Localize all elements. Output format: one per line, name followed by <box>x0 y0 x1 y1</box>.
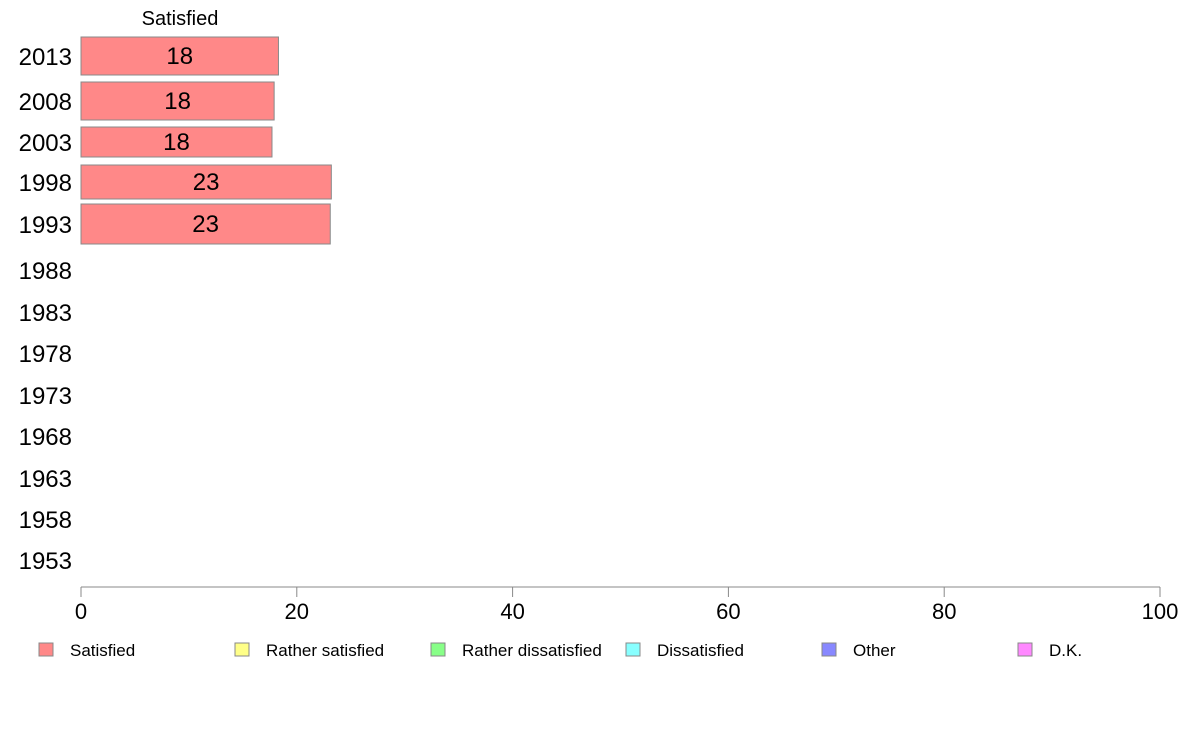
legend-label-rather-satisfied: Rather satisfied <box>266 641 384 660</box>
category-label-2013: 2013 <box>19 44 72 71</box>
category-label-1983: 1983 <box>19 300 72 327</box>
data-label-2003: 18 <box>163 129 190 156</box>
data-label-2013: 18 <box>166 43 193 70</box>
data-label-1993: 23 <box>192 211 219 238</box>
category-label-2003: 2003 <box>19 130 72 157</box>
data-label-2008: 18 <box>164 88 191 115</box>
legend-label-d-k-: D.K. <box>1049 641 1082 660</box>
bar-satisfied-2013 <box>80 36 279 76</box>
x-tick-label-80: 80 <box>932 599 956 624</box>
legend-swatch-dissatisfied <box>625 642 641 657</box>
category-label-1958: 1958 <box>19 507 72 534</box>
legend-swatch-other <box>821 642 837 657</box>
legend-swatch-satisfied <box>38 642 54 657</box>
x-tick-label-100: 100 <box>1142 599 1179 624</box>
series-header: Satisfied <box>142 8 219 30</box>
x-tick-label-60: 60 <box>716 599 740 624</box>
legend-label-rather-dissatisfied: Rather dissatisfied <box>462 641 602 660</box>
bar-satisfied-1998 <box>80 164 332 200</box>
bar-satisfied-2003 <box>80 126 273 158</box>
legend-swatch-d-k- <box>1017 642 1033 657</box>
x-tick-label-40: 40 <box>500 599 524 624</box>
bar-satisfied-1993 <box>80 203 331 245</box>
x-axis: 0 20 40 60 80 100 <box>75 586 1179 624</box>
category-label-1968: 1968 <box>19 424 72 451</box>
category-label-1993: 1993 <box>19 212 72 239</box>
data-label-1998: 23 <box>193 169 220 196</box>
category-label-1963: 1963 <box>19 466 72 493</box>
legend-swatch-rather-satisfied <box>234 642 250 657</box>
legend: Satisfied Rather satisfied Rather dissatis… <box>38 641 1082 660</box>
category-label-1988: 1988 <box>19 258 72 285</box>
category-label-1973: 1973 <box>19 383 72 410</box>
category-label-1978: 1978 <box>19 341 72 368</box>
category-label-1953: 1953 <box>19 548 72 575</box>
x-tick-label-20: 20 <box>285 599 309 624</box>
x-tick-label-0: 0 <box>75 599 87 624</box>
category-label-1998: 1998 <box>19 170 72 197</box>
category-labels: 2013 2008 2003 1998 1993 1988 1983 1978 1973 1968… <box>19 44 72 575</box>
category-label-2008: 2008 <box>19 89 72 116</box>
bars-group <box>80 36 332 245</box>
legend-label-satisfied: Satisfied <box>70 641 135 660</box>
bar-satisfied-2008 <box>80 81 275 121</box>
legend-label-other: Other <box>853 641 896 660</box>
legend-label-dissatisfied: Dissatisfied <box>657 641 744 660</box>
legend-swatch-rather-dissatisfied <box>430 642 446 657</box>
